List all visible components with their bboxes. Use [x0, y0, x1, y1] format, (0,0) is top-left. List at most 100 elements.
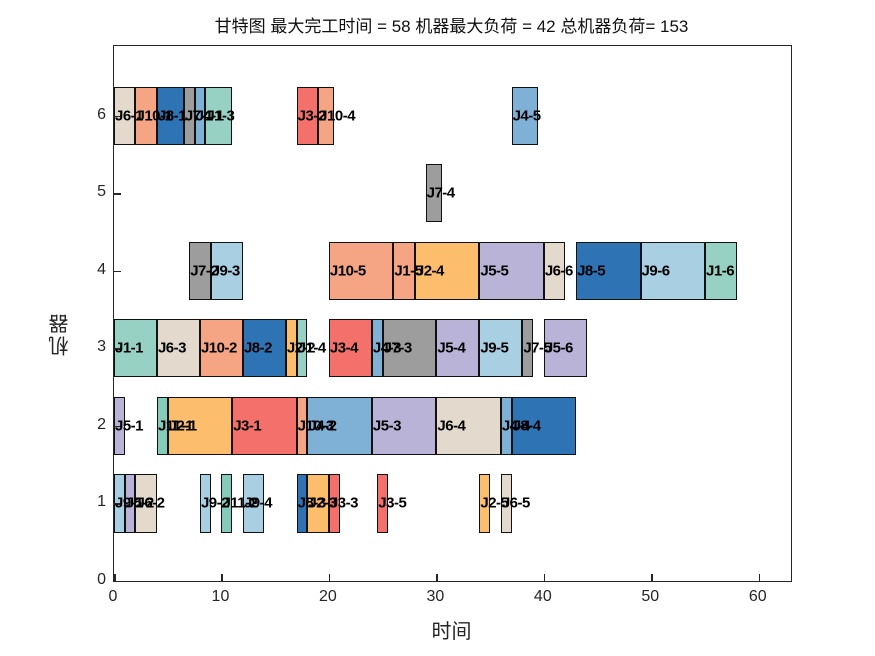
gantt-bar-label: J2-5	[480, 494, 509, 512]
gantt-bar-J5-5	[479, 241, 544, 300]
y-tick-mark	[114, 115, 121, 118]
y-tick-mark	[114, 270, 121, 273]
gantt-bar-J6-2	[135, 474, 157, 533]
gantt-bar-J10-2	[199, 319, 243, 378]
gantt-bar-J8-5	[576, 241, 641, 300]
gantt-bar-J4-5	[511, 86, 539, 145]
gantt-bar-label: J4-2	[308, 417, 337, 435]
gantt-bar-J6-6	[543, 241, 566, 300]
gantt-bar-label: J9-6	[641, 262, 671, 280]
gantt-bar-label: J1-3	[206, 107, 235, 125]
gantt-bar-J3-5	[377, 474, 388, 533]
y-tick-label: 0	[97, 571, 106, 588]
gantt-bar-label: J9-3	[211, 262, 241, 280]
y-tick-mark	[114, 425, 121, 428]
gantt-bar-label: J9-4	[243, 494, 273, 512]
gantt-bar-J3-4	[328, 319, 372, 378]
gantt-bar-J5-1	[114, 396, 125, 455]
x-tick-mark	[436, 574, 438, 581]
gantt-bar-label: J10-4	[319, 107, 356, 125]
gantt-bar-label: J8-3	[297, 494, 327, 512]
x-tick-mark	[651, 574, 653, 581]
y-tick-label: 2	[97, 415, 106, 433]
gantt-bar-J1-3	[205, 86, 233, 145]
gantt-bar-J10-5	[328, 241, 394, 300]
gantt-bar-label: J8-2	[243, 339, 273, 357]
gantt-bar-label: J2-2	[286, 339, 316, 357]
x-tick-label: 40	[533, 588, 552, 605]
x-tick-label: 50	[641, 588, 660, 605]
gantt-bar-label: J6-3	[157, 339, 187, 357]
gantt-bar-J3-2	[296, 86, 319, 145]
gantt-bar-label: J4-1	[195, 107, 225, 125]
y-tick-label: 1	[97, 493, 106, 511]
gantt-bar-J7-5	[522, 319, 534, 378]
gantt-bar-label: J6-6	[544, 262, 574, 280]
gantt-bar-J4-3	[371, 319, 383, 378]
gantt-bar-label: J6-4	[437, 417, 466, 435]
gantt-bar-J11-2	[221, 474, 233, 533]
gantt-bar-label: J3-4	[329, 339, 359, 357]
gantt-bar-label: J5-3	[372, 417, 402, 435]
gantt-bar-label: J3-3	[329, 494, 359, 512]
gantt-bar-J8-4	[511, 396, 577, 455]
gantt-bar-J3-1	[232, 396, 297, 455]
gantt-bar-label: J9-2	[200, 494, 230, 512]
gantt-bar-label: J6-5	[501, 494, 531, 512]
gantt-bar-label: J7-3	[383, 339, 413, 357]
gantt-bar-J9-6	[640, 241, 706, 300]
gantt-bar-label: J5-5	[480, 262, 509, 280]
gantt-bar-J10-3	[296, 396, 308, 455]
gantt-bar-J6-1	[114, 86, 136, 145]
gantt-bar-label: J6-2	[136, 494, 165, 512]
gantt-bar-J6-3	[156, 319, 200, 378]
gantt-bar-label: J2-3	[308, 494, 337, 512]
gantt-bar-J9-4	[242, 474, 265, 533]
gantt-bar-label: J8-4	[512, 417, 542, 435]
gantt-bar-label: J1-1	[115, 339, 144, 357]
x-tick-mark	[328, 574, 331, 581]
gantt-bar-J5-2	[124, 474, 136, 533]
gantt-bar-J4-1	[194, 86, 206, 145]
gantt-bar-J4-2	[307, 396, 372, 455]
gantt-bar-label: J4-4	[501, 417, 531, 435]
x-tick-label: 30	[426, 588, 445, 605]
gantt-bar-J2-5	[479, 474, 491, 533]
gantt-bar-J2-4	[414, 241, 480, 300]
gantt-bar-J5-6	[543, 319, 587, 378]
gantt-bar-J9-2	[199, 474, 211, 533]
x-axis-label: 时间	[431, 621, 472, 643]
gantt-bar-label: J8-1	[157, 107, 187, 125]
gantt-bar-label: J2-1	[168, 417, 198, 435]
x-tick-mark	[221, 574, 223, 581]
x-tick-label: 60	[748, 588, 767, 605]
gantt-bar-label: J1-5	[394, 262, 423, 280]
x-tick-mark	[543, 574, 546, 581]
y-tick-label: 5	[97, 183, 106, 201]
gantt-bar-label: J7-4	[426, 184, 456, 202]
y-tick-mark	[114, 193, 121, 195]
gantt-bar-label: J3-1	[233, 417, 262, 435]
gantt-bar-label: J1-4	[297, 339, 327, 357]
gantt-bar-label: J9-5	[480, 339, 509, 357]
gantt-bar-J2-1	[167, 396, 233, 455]
gantt-bar-label: J10-1	[136, 107, 173, 125]
gantt-bar-label: J5-2	[125, 494, 155, 512]
y-tick-label: 3	[97, 338, 106, 356]
gantt-bar-label: J1-6	[706, 262, 735, 280]
x-tick-mark	[114, 574, 116, 581]
gantt-bar-J10-1	[135, 86, 157, 145]
gantt-bar-label: J7-1	[184, 107, 214, 125]
gantt-bar-label: J10-3	[297, 417, 334, 435]
gantt-bar-J5-4	[436, 319, 480, 378]
gantt-bar-J1-4	[296, 319, 308, 378]
gantt-bar-J7-2	[189, 241, 211, 300]
plot-area: J6-1 J10-1 J8-1 J7-1 J4-1 J1-3 J3-2 J10-4 J4-5 J7…	[113, 45, 792, 582]
gantt-bar-J7-1	[183, 86, 195, 145]
gantt-bar-label: J7-5	[523, 339, 552, 357]
x-tick-label: 0	[108, 588, 118, 605]
gantt-bar-label: J5-4	[437, 339, 466, 357]
gantt-bar-label: J4-5	[512, 107, 542, 125]
gantt-bar-label: J5-6	[544, 339, 574, 357]
